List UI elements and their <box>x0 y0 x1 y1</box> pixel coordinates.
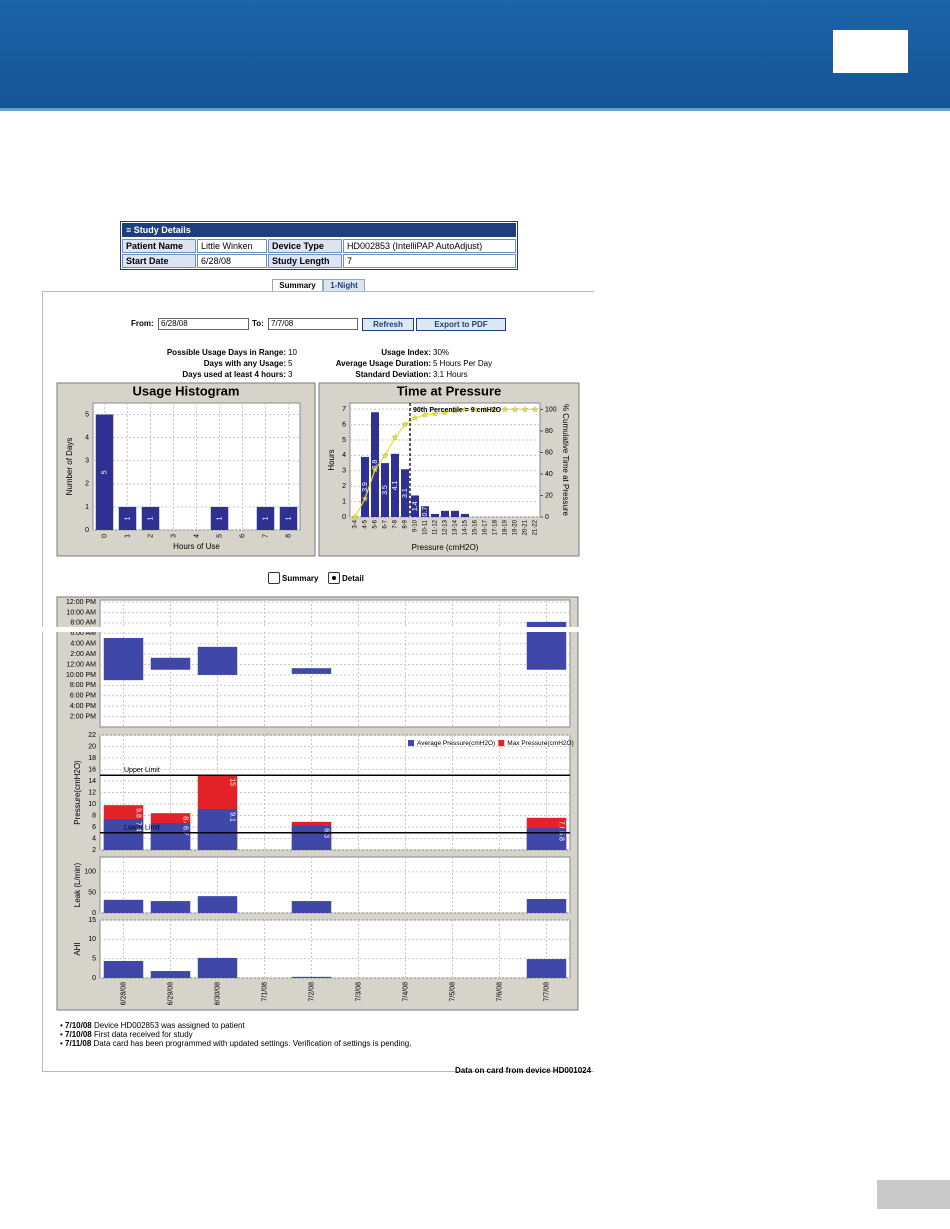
label: Patient Name <box>122 239 196 253</box>
stat-label: Average Usage Duration: <box>335 359 431 368</box>
header-bar <box>0 0 950 111</box>
radio-detail[interactable] <box>328 572 340 584</box>
stat-label: Days used at least 4 hours: <box>182 370 286 379</box>
stat-value: 5 <box>288 359 293 368</box>
value: 6/28/08 <box>197 254 267 268</box>
radio-dot <box>332 576 336 580</box>
stat-value: 5 Hours Per Day <box>433 359 493 368</box>
note: • 7/10/08 First data received for study <box>60 1030 193 1039</box>
study-details: ≡ Study Details Patient Name Little Wink… <box>120 221 518 270</box>
title-text: Study Details <box>133 225 191 235</box>
note: • 7/10/08 Device HD002853 was assigned t… <box>60 1021 245 1030</box>
refresh-button[interactable]: Refresh <box>362 318 414 331</box>
stat-label: Days with any Usage: <box>203 359 286 368</box>
note-date: 7/10/08 <box>65 1030 92 1039</box>
stat-value: 10 <box>288 348 297 357</box>
note-text: First data received for study <box>93 1030 193 1039</box>
note: • 7/11/08 Data card has been programmed … <box>60 1039 412 1048</box>
value: Little Winken <box>197 239 267 253</box>
tab[interactable]: Summary <box>272 279 323 292</box>
from-input[interactable]: 6/28/08 <box>158 318 249 330</box>
stat-label: Possible Usage Days in Range: <box>166 348 286 357</box>
radio-label: Summary <box>282 574 319 583</box>
value: HD002853 (IntelliPAP AutoAdjust) <box>343 239 516 253</box>
footer-text: Data on card from device HD001024 <box>455 1066 592 1075</box>
from-label: From: <box>131 319 154 328</box>
note-date: 7/10/08 <box>65 1021 92 1030</box>
page-number-box <box>877 1180 950 1209</box>
value: 7 <box>343 254 516 268</box>
row: Start Date 6/28/08 Study Length 7 <box>122 254 516 268</box>
radio-label: Detail <box>342 574 364 583</box>
tab[interactable]: 1-Night <box>323 279 365 292</box>
label: Start Date <box>122 254 196 268</box>
row: Patient Name Little Winken Device Type H… <box>122 239 516 253</box>
stat-value: 3.1 Hours <box>433 370 468 379</box>
stat-value: 3 <box>288 370 293 379</box>
note-text: Device HD002853 was assigned to patient <box>93 1021 245 1030</box>
note-date: 7/11/08 <box>65 1039 92 1048</box>
to-input[interactable]: 7/7/08 <box>268 318 358 330</box>
footer-clip: Data on card from device HD001024 <box>400 1066 593 1076</box>
to-label: To: <box>252 319 264 328</box>
note-text: Data card has been programmed with updat… <box>93 1039 412 1048</box>
header-logo-box <box>833 30 908 73</box>
stat-label: Standard Deviation: <box>355 370 431 379</box>
radio-summary[interactable] <box>268 572 280 584</box>
label: Device Type <box>268 239 342 253</box>
stat-value: 30% <box>433 348 450 357</box>
study-details-title[interactable]: ≡ Study Details <box>121 222 517 238</box>
label: Study Length <box>268 254 342 268</box>
stat-label: Usage Index: <box>381 348 431 357</box>
details-table: Patient Name Little Winken Device Type H… <box>121 238 517 269</box>
content-panel <box>42 291 594 1072</box>
export-button[interactable]: Export to PDF <box>416 318 506 331</box>
